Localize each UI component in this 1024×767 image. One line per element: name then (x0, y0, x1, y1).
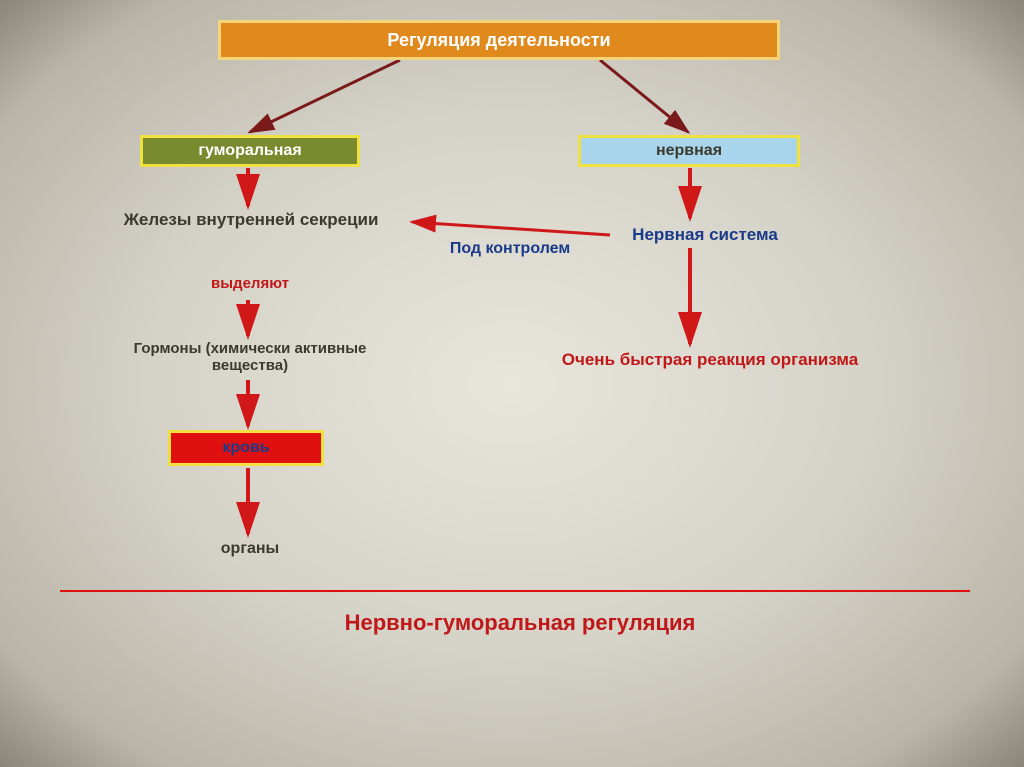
box-nervous-label: нервная (656, 142, 722, 160)
connector-layer (0, 0, 1024, 767)
label-under-control: Под контролем (425, 240, 595, 258)
box-blood: кровь (168, 430, 324, 466)
label-glands: Железы внутренней секреции (96, 210, 406, 230)
box-humoral-label: гуморальная (198, 142, 301, 160)
box-regulation-activity: Регуляция деятельности (218, 20, 780, 60)
box-regulation-activity-label: Регуляция деятельности (387, 30, 610, 51)
label-bottom-title: Нервно-гуморальная регуляция (310, 610, 730, 636)
label-organs: органы (210, 540, 290, 558)
divider-line (60, 590, 970, 592)
box-nervous: нервная (578, 135, 800, 167)
box-humoral: гуморальная (140, 135, 360, 167)
box-blood-label: кровь (222, 439, 269, 457)
label-fast-reaction: Очень быстрая реакция организма (535, 350, 885, 370)
label-nervous-system: Нервная система (610, 225, 800, 245)
label-secrete: выделяют (190, 275, 310, 292)
label-hormones: Гормоны (химически активные вещества) (130, 340, 370, 374)
